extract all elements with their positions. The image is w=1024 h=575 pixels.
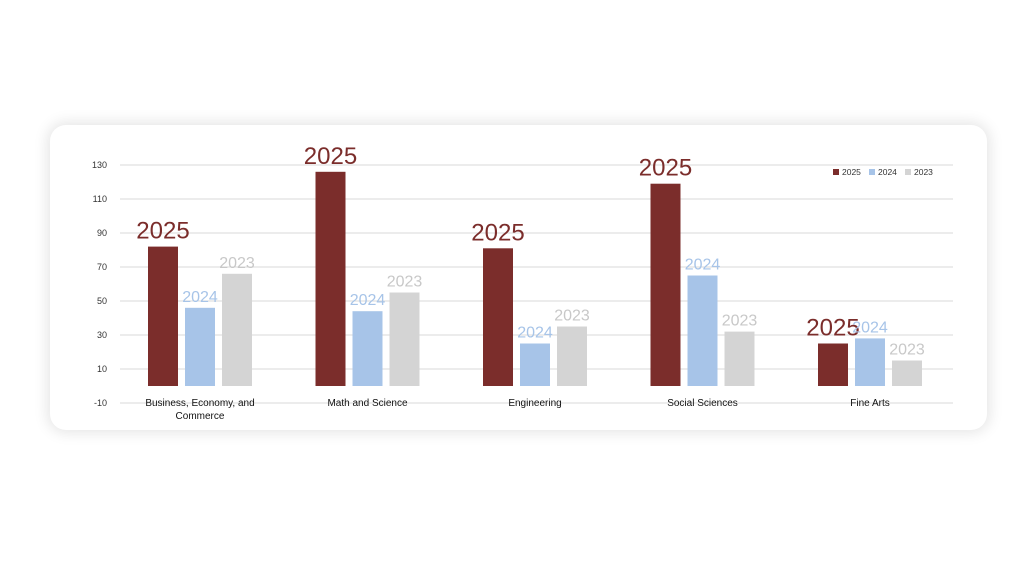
data-label-2025: 2025 — [471, 219, 524, 246]
data-label-2024: 2024 — [852, 319, 888, 336]
bar-2025 — [483, 248, 513, 386]
data-label-2023: 2023 — [219, 255, 255, 272]
data-label-2023: 2023 — [387, 274, 423, 291]
legend-label-2025: 2025 — [842, 167, 861, 177]
bar-2023 — [222, 273, 252, 386]
bar-2025 — [818, 343, 848, 386]
bar-2024 — [687, 275, 718, 386]
bar-2023 — [724, 331, 755, 386]
y-tick-label: -10 — [94, 398, 107, 408]
y-tick-label: 130 — [92, 160, 107, 170]
data-label-2023: 2023 — [554, 308, 590, 325]
data-label-2024: 2024 — [685, 257, 721, 274]
category-label: Fine Arts — [850, 398, 889, 409]
bar-2024 — [855, 338, 885, 386]
category-label: Engineering — [508, 398, 561, 409]
bar-2024 — [520, 343, 550, 386]
legend-swatch-2024 — [869, 169, 875, 175]
legend-swatch-2023 — [905, 169, 911, 175]
y-tick-label: 70 — [97, 262, 107, 272]
data-label-2025: 2025 — [639, 155, 692, 182]
y-tick-label: 30 — [97, 330, 107, 340]
y-tick-label: 90 — [97, 228, 107, 238]
bar-2023 — [557, 326, 587, 386]
chart-card: -10 10 30 50 70 90 110 130 2025 2024 2023 Business,… — [50, 125, 987, 430]
bar-2024 — [185, 307, 215, 386]
bar-2025 — [315, 171, 346, 386]
data-label-2025: 2025 — [304, 143, 357, 170]
data-label-2023: 2023 — [722, 313, 758, 330]
y-tick-label: 110 — [93, 194, 107, 204]
y-tick-label: 10 — [97, 364, 107, 374]
category-label: Math and Science — [327, 398, 407, 409]
data-label-2024: 2024 — [517, 325, 553, 342]
legend-swatch-2025 — [833, 169, 839, 175]
bar-2023 — [389, 292, 420, 386]
data-label-2025: 2025 — [136, 218, 189, 245]
bar-2025 — [650, 183, 681, 386]
legend-label-2024: 2024 — [878, 167, 897, 177]
data-label-2023: 2023 — [889, 342, 925, 359]
data-label-2025: 2025 — [806, 315, 859, 342]
bar-2024 — [352, 311, 383, 386]
data-label-2024: 2024 — [350, 292, 386, 309]
y-tick-label: 50 — [97, 296, 107, 306]
category-label: Commerce — [176, 411, 225, 422]
category-label: Social Sciences — [667, 398, 738, 409]
bar-chart: -101030507090110130202520242023Business,… — [92, 143, 953, 422]
category-label: Business, Economy, and — [145, 398, 254, 409]
bar-2025 — [148, 246, 178, 386]
legend-label-2023: 2023 — [914, 167, 933, 177]
data-label-2024: 2024 — [182, 289, 218, 306]
bar-2023 — [892, 360, 922, 386]
